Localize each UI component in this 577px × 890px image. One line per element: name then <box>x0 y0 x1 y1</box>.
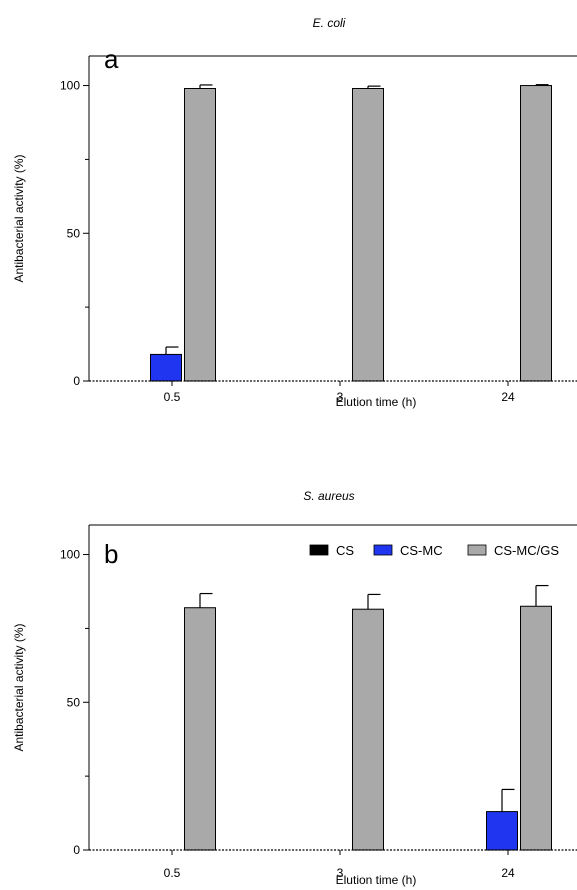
y-tick-label: 100 <box>60 79 80 93</box>
chart-title: S. aureus <box>303 489 354 503</box>
x-tick-label: 24 <box>501 866 515 880</box>
bar-cs-mc <box>150 353 182 382</box>
bar-cs-mc-gs <box>184 607 216 851</box>
x-tick-label: 3 <box>337 390 344 404</box>
y-axis-label: Antibacterial activity (%) <box>12 154 26 282</box>
x-tick-label: 24 <box>501 390 515 404</box>
chart-panel-b: S. aureus b 0 50 100 Antibacterial activity (… <box>12 489 577 887</box>
y-tick-label: 50 <box>67 695 81 709</box>
y-tick-label: 0 <box>73 374 80 388</box>
panel-letter: a <box>104 44 119 74</box>
bar-cs-mc <box>486 811 518 851</box>
bar-cs-mc-gs <box>352 608 384 851</box>
bar-cs-mc-gs <box>520 605 552 851</box>
x-axis-label: Elution time (h) <box>336 873 417 887</box>
x-axis-label: Elution time (h) <box>336 395 417 409</box>
y-tick-label: 0 <box>73 843 80 857</box>
chart-title: E. coli <box>313 16 346 30</box>
x-tick-label: 0.5 <box>164 390 181 404</box>
bar-cs-mc-gs <box>520 85 552 382</box>
legend-label: CS <box>336 543 354 558</box>
y-tick-label: 100 <box>60 548 80 562</box>
x-tick-label: 3 <box>337 866 344 880</box>
legend-swatch-cs-mc-gs <box>467 544 487 556</box>
legend-label: CS-MC <box>400 543 443 558</box>
panel-letter: b <box>104 539 118 569</box>
chart-panel-a: E. coli a 0 50 100 Antibacterial activity (%)… <box>12 16 577 409</box>
y-axis-label: Antibacterial activity (%) <box>12 623 26 751</box>
bar-cs-mc-gs <box>184 88 216 382</box>
bar-cs-mc-gs <box>352 88 384 382</box>
y-tick-label: 50 <box>67 226 81 240</box>
legend: CS CS-MC CS-MC/GS <box>309 543 559 558</box>
legend-swatch-cs <box>309 544 329 556</box>
legend-swatch-cs-mc <box>373 544 393 556</box>
legend-label: CS-MC/GS <box>494 543 559 558</box>
x-tick-label: 0.5 <box>164 866 181 880</box>
